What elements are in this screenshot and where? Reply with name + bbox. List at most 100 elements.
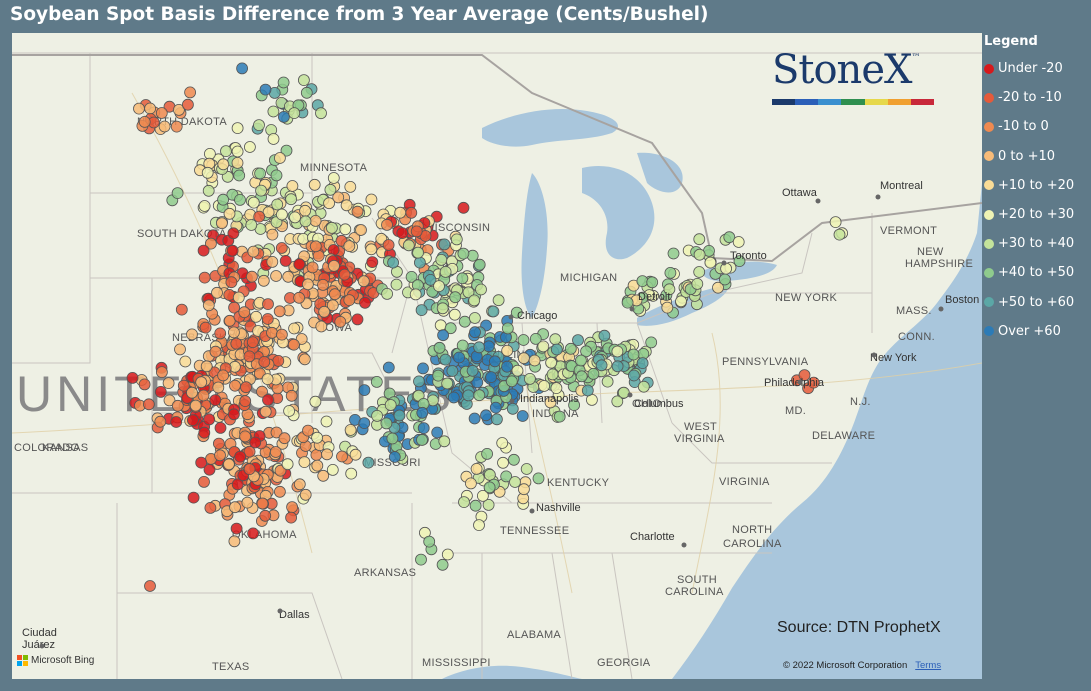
basis-dot[interactable] <box>693 248 706 261</box>
basis-dot[interactable] <box>492 294 505 307</box>
basis-dot[interactable] <box>266 228 279 241</box>
basis-dot[interactable] <box>511 364 524 377</box>
basis-dot[interactable] <box>162 377 175 390</box>
basis-dot[interactable] <box>277 76 290 89</box>
basis-dot[interactable] <box>231 478 244 491</box>
basis-dot[interactable] <box>267 133 280 145</box>
basis-dot[interactable] <box>456 339 469 352</box>
basis-dot[interactable] <box>405 270 418 283</box>
basis-dot[interactable] <box>262 393 274 406</box>
basis-dot[interactable] <box>320 415 333 428</box>
basis-dot[interactable] <box>829 216 842 229</box>
basis-dot[interactable] <box>256 385 268 398</box>
basis-dot[interactable] <box>311 431 324 444</box>
basis-dot[interactable] <box>365 243 378 256</box>
basis-dot[interactable] <box>344 180 357 193</box>
basis-dot[interactable] <box>215 217 228 230</box>
basis-dot[interactable] <box>315 320 328 333</box>
basis-dot[interactable] <box>381 287 394 300</box>
basis-dot[interactable] <box>227 326 240 339</box>
basis-dot[interactable] <box>238 306 251 319</box>
basis-dot[interactable] <box>386 432 399 445</box>
basis-dot[interactable] <box>229 501 241 514</box>
basis-dot[interactable] <box>476 489 489 502</box>
basis-dot[interactable] <box>256 497 269 510</box>
basis-dot[interactable] <box>469 326 481 339</box>
basis-dot[interactable] <box>214 421 227 434</box>
legend-item[interactable]: -10 to 0 <box>984 112 1089 141</box>
basis-dot[interactable] <box>520 463 533 475</box>
basis-dot[interactable] <box>382 239 395 251</box>
basis-dot[interactable] <box>222 458 235 471</box>
basis-dot[interactable] <box>255 184 268 197</box>
basis-dot[interactable] <box>362 456 375 469</box>
basis-dot[interactable] <box>510 306 523 319</box>
basis-dot[interactable] <box>611 360 624 373</box>
basis-dot[interactable] <box>328 259 340 272</box>
basis-dot[interactable] <box>482 340 495 353</box>
basis-dot[interactable] <box>197 244 210 257</box>
basis-dot[interactable] <box>434 319 447 332</box>
basis-dot[interactable] <box>181 98 194 111</box>
basis-dot[interactable] <box>568 399 580 412</box>
basis-dot[interactable] <box>704 256 717 269</box>
basis-dot[interactable] <box>240 381 252 394</box>
basis-dot[interactable] <box>358 417 371 430</box>
basis-dot[interactable] <box>580 345 592 358</box>
basis-dot[interactable] <box>456 272 469 285</box>
basis-dot[interactable] <box>691 277 704 290</box>
basis-dot[interactable] <box>273 152 286 164</box>
basis-dot[interactable] <box>228 535 241 548</box>
basis-dot[interactable] <box>155 107 168 119</box>
basis-dot[interactable] <box>433 280 445 293</box>
basis-dot[interactable] <box>295 333 308 345</box>
basis-dot[interactable] <box>259 509 272 522</box>
basis-dot[interactable] <box>298 353 311 366</box>
basis-dot[interactable] <box>187 491 200 504</box>
basis-dot[interactable] <box>202 184 215 197</box>
basis-dot[interactable] <box>457 201 470 214</box>
basis-dot[interactable] <box>439 265 452 278</box>
basis-dot[interactable] <box>278 432 291 445</box>
basis-dot[interactable] <box>318 305 331 318</box>
basis-dot[interactable] <box>195 376 208 389</box>
basis-dot[interactable] <box>189 399 202 412</box>
basis-dot[interactable] <box>211 286 223 299</box>
basis-dot[interactable] <box>286 501 299 514</box>
basis-dot[interactable] <box>253 119 265 131</box>
basis-dot[interactable] <box>501 322 514 335</box>
basis-dot[interactable] <box>133 102 145 115</box>
basis-dot[interactable] <box>537 340 550 353</box>
basis-dot[interactable] <box>253 210 266 223</box>
basis-dot[interactable] <box>308 178 321 191</box>
basis-dot[interactable] <box>449 291 462 304</box>
basis-dot[interactable] <box>611 345 624 358</box>
basis-dot[interactable] <box>575 354 587 367</box>
basis-dot[interactable] <box>473 341 486 354</box>
basis-dot[interactable] <box>247 245 260 258</box>
basis-dot[interactable] <box>546 368 559 381</box>
basis-dot[interactable] <box>212 381 225 394</box>
basis-dot[interactable] <box>366 256 379 269</box>
legend-item[interactable]: +20 to +30 <box>984 200 1089 229</box>
basis-dot[interactable] <box>203 148 216 160</box>
basis-dot[interactable] <box>258 355 271 368</box>
basis-dot[interactable] <box>126 371 139 384</box>
basis-dot[interactable] <box>234 193 246 206</box>
basis-dot[interactable] <box>412 246 425 259</box>
basis-dot[interactable] <box>587 367 600 380</box>
basis-dot[interactable] <box>564 342 577 355</box>
basis-dot[interactable] <box>198 271 211 284</box>
basis-dot[interactable] <box>275 328 288 341</box>
basis-dot[interactable] <box>436 558 449 571</box>
basis-dot[interactable] <box>323 197 336 210</box>
basis-dot[interactable] <box>365 193 378 206</box>
basis-dot[interactable] <box>236 62 249 75</box>
basis-dot[interactable] <box>138 378 151 391</box>
basis-dot[interactable] <box>175 303 188 316</box>
basis-dot[interactable] <box>550 343 563 356</box>
basis-dot[interactable] <box>424 273 437 286</box>
basis-dot[interactable] <box>344 424 357 436</box>
basis-dot[interactable] <box>338 268 351 281</box>
basis-dot[interactable] <box>310 449 323 461</box>
